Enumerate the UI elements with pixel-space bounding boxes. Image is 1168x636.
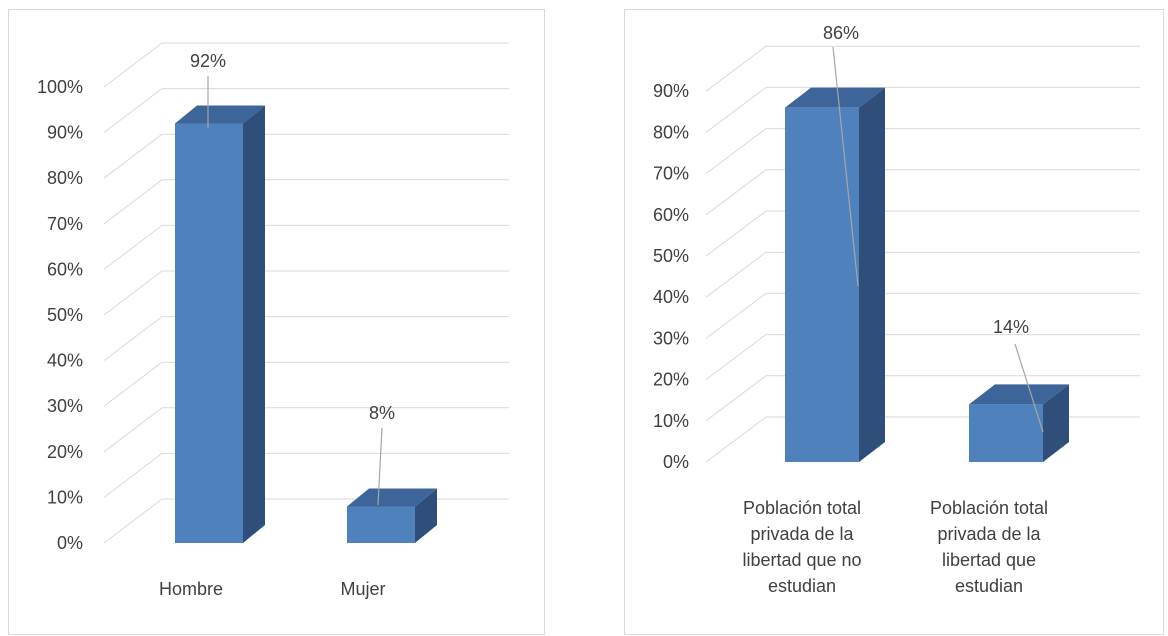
bar xyxy=(969,404,1043,462)
data-label: 92% xyxy=(190,51,226,71)
x-category-label: Población total xyxy=(743,498,861,518)
gridline-diagonal xyxy=(705,87,767,133)
gridline-diagonal xyxy=(103,42,163,88)
gridline-diagonal xyxy=(705,334,767,381)
gridline-diagonal xyxy=(705,292,767,339)
x-category-label: estudian xyxy=(955,576,1023,596)
x-category-label: privada de la xyxy=(937,524,1041,544)
gridline-diagonal xyxy=(103,225,163,270)
y-tick-label: 30% xyxy=(653,328,689,348)
y-tick-label: 50% xyxy=(47,305,83,325)
gridline-diagonal xyxy=(705,128,767,175)
y-tick-label: 10% xyxy=(653,411,689,431)
study-bar-chart: 0% 10% 20% 30% 40% 50% 60% 70% 80% 90% 86% 14% Pobla… xyxy=(653,23,1140,596)
bar xyxy=(175,123,243,543)
y-tick-label: 100% xyxy=(37,77,83,97)
y-tick-label: 60% xyxy=(653,205,689,225)
y-tick-label: 50% xyxy=(653,246,689,266)
gridline-diagonal xyxy=(103,407,163,453)
y-tick-label: 70% xyxy=(653,164,689,184)
y-tick-label: 0% xyxy=(663,452,689,472)
y-tick-label: 20% xyxy=(653,370,689,390)
data-label: 14% xyxy=(993,317,1029,337)
gridline-diagonal xyxy=(705,416,767,463)
y-tick-label: 90% xyxy=(47,123,83,143)
bar-side xyxy=(1043,384,1069,462)
gridline-diagonal xyxy=(103,453,163,498)
x-category-label: Hombre xyxy=(159,579,223,599)
data-label: 8% xyxy=(369,403,395,423)
gridline-diagonal xyxy=(103,361,163,407)
bar-top xyxy=(969,384,1069,405)
bar xyxy=(785,107,859,463)
y-tick-label: 80% xyxy=(47,168,83,188)
x-category-label: Población total xyxy=(930,498,1048,518)
leader-line xyxy=(1014,343,1044,433)
y-tick-label: 70% xyxy=(47,214,83,234)
gridline-diagonal xyxy=(103,270,163,316)
bar xyxy=(347,506,415,543)
y-tick-label: 60% xyxy=(47,259,83,279)
x-category-label: privada de la xyxy=(750,524,854,544)
gridline-diagonal xyxy=(103,88,163,133)
bar-side xyxy=(859,87,885,463)
bar-side xyxy=(243,105,265,543)
chart-panel-study: 0% 10% 20% 30% 40% 50% 60% 70% 80% 90% 86% 14% Pobla… xyxy=(624,9,1164,635)
leader-line xyxy=(377,427,383,506)
x-category-label: estudian xyxy=(768,576,836,596)
bar-top xyxy=(347,488,437,507)
x-category-label: libertad que xyxy=(942,550,1036,570)
gridline-diagonal xyxy=(705,210,767,257)
gridline-diagonal xyxy=(705,375,767,422)
gridline-diagonal xyxy=(705,45,767,92)
gridline-diagonal xyxy=(705,169,767,216)
y-tick-label: 40% xyxy=(47,351,83,371)
gridline-diagonal xyxy=(705,251,767,298)
bar-top xyxy=(785,87,885,108)
leader-line xyxy=(832,46,859,287)
gridline-diagonal xyxy=(103,498,163,544)
gender-bar-chart: 0% 10% 20% 30% 40% 50% 60% 70% 80% 90% 100% 92% 8% Ho… xyxy=(37,42,509,599)
chart-panel-gender: 0% 10% 20% 30% 40% 50% 60% 70% 80% 90% 100% 92% 8% Ho… xyxy=(8,9,545,635)
x-category-label: Mujer xyxy=(340,579,385,599)
gridline-diagonal xyxy=(103,179,163,225)
x-category-label: libertad que no xyxy=(742,550,861,570)
y-tick-label: 80% xyxy=(653,122,689,142)
data-label: 86% xyxy=(823,23,859,43)
y-tick-label: 40% xyxy=(653,287,689,307)
y-tick-label: 0% xyxy=(57,533,83,553)
gridline-diagonal xyxy=(103,133,163,179)
y-tick-label: 10% xyxy=(47,487,83,507)
gridline-diagonal xyxy=(103,316,163,361)
y-tick-label: 90% xyxy=(653,81,689,101)
y-tick-label: 20% xyxy=(47,442,83,462)
bar-side xyxy=(415,488,437,543)
y-tick-label: 30% xyxy=(47,396,83,416)
bar-top xyxy=(175,105,265,124)
